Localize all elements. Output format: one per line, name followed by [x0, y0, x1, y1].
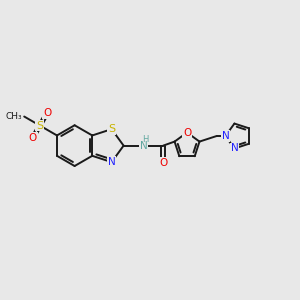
Text: N: N — [140, 141, 147, 151]
Text: CH₃: CH₃ — [5, 112, 22, 121]
Text: O: O — [159, 158, 167, 168]
Text: S: S — [108, 124, 115, 134]
Text: N: N — [230, 143, 238, 154]
Text: O: O — [183, 128, 191, 137]
Text: O: O — [28, 133, 37, 143]
Text: N: N — [108, 157, 116, 167]
Text: O: O — [43, 108, 51, 118]
Text: S: S — [36, 121, 43, 130]
Text: H: H — [142, 135, 149, 144]
Text: N: N — [221, 131, 229, 141]
